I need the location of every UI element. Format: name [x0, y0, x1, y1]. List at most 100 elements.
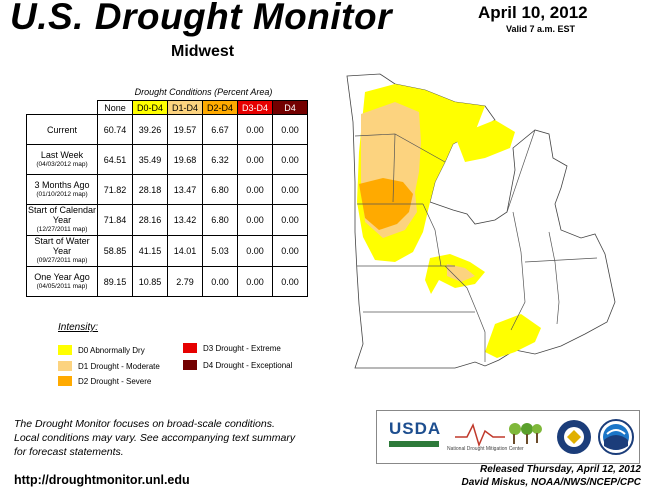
legend-label: D1 Drought - Moderate [78, 361, 160, 371]
table-cell: 58.85 [97, 235, 133, 267]
row-label-text: Current [46, 124, 77, 135]
legend-swatch [58, 345, 72, 355]
row-label: Start of Water Year (09/27/2011 map) [26, 235, 98, 267]
d0-abnormally-dry-kentucky [485, 314, 541, 358]
legend-item-d2: D2 Drought - Severe [58, 376, 151, 386]
row-label-date: (09/27/2011 map) [36, 257, 88, 264]
table-row: Last Week (04/03/2012 map) 64.51 35.49 19.68… [26, 144, 308, 175]
valid-time: Valid 7 a.m. EST [506, 24, 576, 34]
table-cell: 71.84 [97, 204, 133, 236]
legend-swatch [183, 360, 197, 370]
midwest-map [346, 73, 616, 369]
table-cell: 6.80 [202, 204, 238, 236]
column-header-d1-d4: D1-D4 [167, 100, 203, 115]
table-cell: 0.00 [272, 204, 308, 236]
legend-label: D2 Drought - Severe [78, 376, 152, 386]
table-cell: 6.32 [202, 144, 238, 175]
table-cell: 0.00 [272, 266, 308, 297]
table-cell: 5.03 [202, 235, 238, 267]
table-row: Start of Calendar Year (12/27/2011 map) 71… [26, 204, 308, 236]
table-cell: 28.16 [132, 204, 168, 236]
table-corner [27, 101, 98, 115]
footnote-line: Local conditions may vary. See accompany… [14, 432, 296, 444]
table-header-row: None D0-D4 D1-D4 D2-D4 D3-D4 D4 [27, 100, 308, 115]
table-cell: 19.68 [167, 144, 203, 175]
agency-logos: USDA National Drought Mitigation Center [376, 410, 640, 464]
table-cell: 2.79 [167, 266, 203, 297]
column-header-none: None [97, 100, 133, 115]
legend-item-d0: D0 Abnormally Dry [58, 345, 145, 355]
table-cell: 13.42 [167, 204, 203, 236]
row-label: 3 Months Ago (01/10/2012 map) [26, 174, 98, 205]
table-row: One Year Ago (04/05/2011 map) 89.15 10.85 2.… [26, 266, 308, 297]
website-url[interactable]: http://droughtmonitor.unl.edu [14, 473, 190, 487]
row-label: Start of Calendar Year (12/27/2011 map) [26, 204, 98, 236]
table-caption: Drought Conditions (Percent Area) [134, 87, 273, 97]
usda-logo: USDA [389, 419, 442, 438]
legend-swatch [58, 361, 72, 371]
row-label-text: Last Week [40, 149, 84, 160]
table-cell: 0.00 [237, 114, 273, 145]
row-label-text: One Year Ago [34, 271, 90, 282]
table-cell: 64.51 [97, 144, 133, 175]
table-cell: 0.00 [237, 204, 273, 236]
table-cell: 14.01 [167, 235, 203, 267]
legend-item-d1: D1 Drought - Moderate [58, 361, 160, 371]
legend-swatch [183, 343, 197, 353]
row-label-text: Start of Calendar Year [27, 205, 97, 225]
table-cell: 60.74 [97, 114, 133, 145]
table-cell: 0.00 [237, 266, 273, 297]
footnote-line: for forecast statements. [14, 446, 124, 458]
d1-drought-moderate-illinois [447, 264, 475, 282]
commerce-seal-icon [557, 420, 591, 454]
table-cell: 6.80 [202, 174, 238, 205]
drought-table: None D0-D4 D1-D4 D2-D4 D3-D4 D4 Current 60.74 3… [26, 100, 308, 297]
row-label-date: (12/27/2011 map) [36, 226, 88, 233]
table-cell: 35.49 [132, 144, 168, 175]
author: David Miskus, NOAA/NWS/NCEP/CPC [461, 477, 641, 488]
legend-label: D4 Drought - Exceptional [203, 360, 293, 370]
table-cell: 0.00 [202, 266, 238, 297]
table-row: Current 60.74 39.26 19.57 6.67 0.00 0.00 [26, 114, 308, 145]
legend-label: D3 Drought - Extreme [203, 343, 281, 353]
footnote: The Drought Monitor focuses on broad-sca… [14, 417, 295, 459]
map-date: April 10, 2012 [478, 3, 588, 22]
page-title: U.S. Drought Monitor [10, 0, 392, 37]
table-cell: 0.00 [272, 144, 308, 175]
table-row: Start of Water Year (09/27/2011 map) 58.85… [26, 235, 308, 267]
row-label-date: (01/10/2012 map) [36, 190, 88, 198]
legend-swatch [58, 376, 72, 386]
column-header-d3-d4: D3-D4 [237, 100, 273, 115]
legend-label: D0 Abnormally Dry [78, 345, 145, 355]
table-cell: 71.82 [97, 174, 133, 205]
table-cell: 28.18 [132, 174, 168, 205]
table-cell: 89.15 [97, 266, 133, 297]
release-date: Released Thursday, April 12, 2012 [479, 464, 641, 475]
table-cell: 10.85 [132, 266, 168, 297]
state-boundaries [354, 129, 598, 362]
table-cell: 0.00 [237, 235, 273, 267]
row-label: Current [26, 114, 98, 145]
row-label-text: Start of Water Year [34, 236, 90, 256]
table-cell: 0.00 [237, 174, 273, 205]
column-header-d0-d4: D0-D4 [132, 100, 168, 115]
noaa-logo-icon [598, 419, 634, 455]
row-label-date: (04/03/2012 map) [36, 160, 88, 168]
row-label: Last Week (04/03/2012 map) [26, 144, 98, 175]
table-cell: 6.67 [202, 114, 238, 145]
legend-item-d3: D3 Drought - Extreme [183, 343, 281, 353]
table-cell: 19.57 [167, 114, 203, 145]
footnote-line: The Drought Monitor focuses on broad-sca… [14, 418, 275, 430]
table-cell: 0.00 [272, 174, 308, 205]
ndmc-logo-icon [455, 422, 542, 447]
table-cell: 0.00 [272, 114, 308, 145]
d0-abnormally-dry-michigan [455, 120, 515, 162]
table-cell: 0.00 [237, 144, 273, 175]
column-header-d2-d4: D2-D4 [202, 100, 238, 115]
row-label-date: (04/05/2011 map) [36, 282, 88, 290]
table-row: 3 Months Ago (01/10/2012 map) 71.82 28.18 13… [26, 174, 308, 205]
table-cell: 13.47 [167, 174, 203, 205]
column-header-d4: D4 [272, 100, 308, 115]
legend-item-d4: D4 Drought - Exceptional [183, 360, 292, 370]
region-name: Midwest [171, 43, 235, 60]
